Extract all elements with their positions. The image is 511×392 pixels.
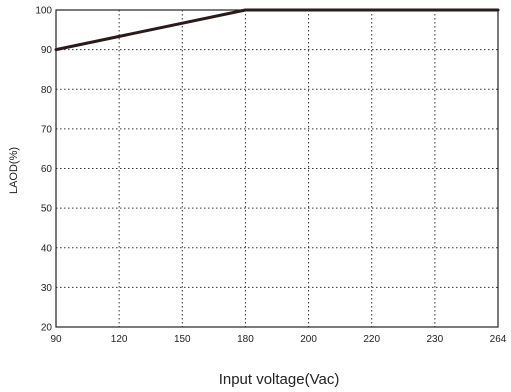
y-tick-label: 100 [35,6,52,17]
series-group [54,8,500,52]
x-tick-label: 150 [174,334,191,345]
y-tick-label: 60 [41,164,53,175]
x-axis-title: Input voltage(Vac) [219,371,340,388]
x-tick-label: 90 [50,334,62,345]
y-axis-title: LAOD(%) [8,147,20,194]
y-tick-label: 70 [41,124,53,135]
series-line [55,8,498,52]
y-tick-labels: 20 30 40 50 60 70 80 90 100 [35,6,52,334]
y-tick-label: 50 [41,204,53,215]
x-tick-labels: 90 120 150 180 200 220 230 264 [50,334,506,345]
x-tick-label: 230 [427,334,444,345]
y-tick-label: 80 [41,85,53,96]
x-tick-label: 264 [490,334,507,345]
x-tick-label: 120 [111,334,128,345]
x-tick-label: 220 [363,334,380,345]
grid-lines [56,10,498,327]
y-tick-label: 40 [41,243,53,254]
x-tick-label: 180 [237,334,254,345]
y-tick-label: 30 [41,283,53,294]
x-tick-label: 200 [300,334,317,345]
y-tick-label: 20 [41,323,53,334]
y-tick-label: 90 [41,45,53,56]
plot-frame [55,9,499,328]
